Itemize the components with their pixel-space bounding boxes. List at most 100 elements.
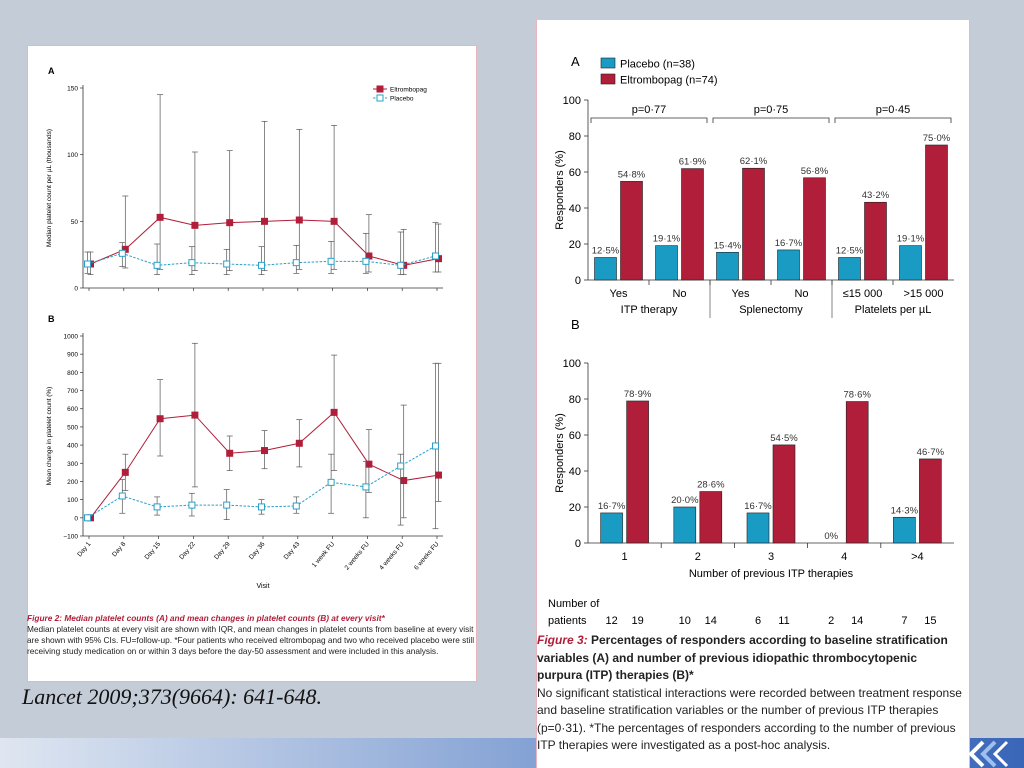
bar-eltrombopag (620, 181, 643, 281)
bar-eltrombopag (742, 167, 765, 281)
x-tick-label: No (794, 288, 808, 300)
data-point-placebo (84, 260, 91, 268)
y-tick-label: 100 (563, 95, 581, 107)
data-label: 61·9% (679, 157, 707, 168)
y-tick-label: 20 (569, 239, 581, 251)
bar-eltrombopag (919, 458, 942, 544)
bar-eltrombopag (845, 401, 869, 544)
y-tick-label: 1000 (64, 334, 79, 341)
x-tick-label: 6 weeks FU (413, 541, 441, 572)
legend-label: Eltrombopag (n=74) (620, 75, 718, 87)
data-point-placebo (153, 261, 161, 269)
data-point-eltrombopag (261, 217, 268, 225)
patients-label-line2: patients (548, 615, 587, 627)
patients-eltrombopag: 14 (705, 615, 717, 627)
data-label: 12·5% (836, 246, 864, 257)
y-axis-label: Responders (%) (554, 413, 566, 492)
data-label: 0% (824, 531, 838, 542)
x-tick-label: Day 15 (144, 541, 163, 562)
y-tick-label: 50 (71, 219, 79, 226)
legend-label: Placebo (n=38) (620, 59, 695, 71)
bar-placebo (777, 249, 800, 281)
data-point-placebo (432, 252, 439, 260)
legend-swatch (600, 73, 616, 85)
data-point-placebo (118, 492, 126, 500)
data-point-eltrombopag (191, 411, 199, 419)
x-tick-label: 2 weeks FU (344, 541, 372, 572)
x-tick-label: Day 43 (283, 541, 302, 562)
bar-placebo (673, 506, 697, 544)
y-tick-label: 800 (67, 370, 78, 377)
x-tick-label: 1 (622, 551, 628, 563)
y-tick-label: 150 (67, 86, 78, 93)
y-tick-label: 200 (67, 479, 78, 486)
data-point-placebo (362, 257, 370, 265)
patients-eltrombopag: 11 (778, 615, 789, 627)
y-tick-label: 0 (74, 515, 78, 522)
data-point-eltrombopag (295, 439, 303, 447)
x-tick-label: 2 (695, 551, 701, 563)
y-tick-label: 0 (575, 538, 581, 550)
y-axis-label: Median platelet count per µL (thousands) (46, 129, 53, 247)
data-label: 43·2% (862, 190, 890, 201)
bar-placebo (716, 251, 739, 281)
data-label: 75·0% (923, 133, 951, 144)
bar-placebo (838, 257, 861, 281)
data-point-eltrombopag (156, 415, 164, 423)
bar-placebo (594, 257, 617, 281)
group-bracket (834, 117, 952, 123)
y-tick-label: 100 (67, 152, 78, 159)
bar-placebo (600, 512, 623, 544)
data-label: 16·7% (775, 238, 803, 249)
group-label: Platelets per µL (855, 304, 932, 316)
data-label: 46·7% (917, 447, 945, 458)
data-label: 12·5% (592, 246, 620, 257)
data-point-eltrombopag (400, 477, 408, 485)
bar-placebo (655, 245, 678, 281)
patients-placebo: 12 (605, 615, 617, 627)
bar-eltrombopag (803, 177, 826, 281)
group-bracket (712, 117, 830, 123)
y-tick-label: 60 (569, 167, 581, 179)
patients-placebo: 7 (901, 615, 907, 627)
patients-eltrombopag: 19 (631, 615, 643, 627)
data-label: 15·4% (714, 240, 742, 251)
patients-placebo: 2 (828, 615, 834, 627)
citation: Lancet 2009;373(9664): 641-648. (22, 684, 323, 709)
panel-B-label: B (48, 314, 55, 324)
y-tick-label: 20 (569, 502, 581, 514)
data-point-eltrombopag (261, 447, 268, 455)
data-point-placebo (327, 257, 335, 265)
data-label: 54·5% (770, 433, 798, 444)
y-tick-label: 40 (569, 203, 581, 215)
bar-placebo (899, 245, 922, 281)
x-tick-label: Day 8 (111, 540, 128, 558)
group-p-value: p=0·45 (876, 104, 911, 116)
data-point-placebo (292, 502, 300, 510)
bar-eltrombopag (925, 144, 948, 281)
y-tick-label: 400 (67, 443, 78, 450)
panel-A-label: A (571, 54, 580, 69)
bar-eltrombopag (864, 201, 887, 281)
bar-placebo (746, 512, 770, 544)
panel-A-label: A (48, 66, 55, 76)
data-point-placebo (223, 260, 231, 268)
figure3-caption-body: No significant statistical interactions … (537, 685, 962, 753)
x-tick-label: No (672, 288, 686, 300)
y-tick-label: 700 (67, 388, 78, 395)
x-tick-label: >4 (911, 551, 924, 563)
data-point-placebo (327, 478, 335, 486)
x-tick-label: 1 week FU (311, 541, 337, 570)
x-tick-label: ≤15 000 (843, 288, 883, 300)
y-axis-label: Responders (%) (554, 150, 566, 229)
data-point-placebo (258, 261, 265, 269)
panel-B-label: B (571, 317, 580, 332)
x-tick-label: Day 29 (213, 541, 232, 562)
data-label: 28·6% (697, 480, 725, 491)
slide-nav-chevrons-icon[interactable] (965, 740, 1024, 768)
data-label: 78·6% (843, 390, 871, 401)
y-tick-label: 600 (67, 406, 78, 413)
x-tick-label: 4 weeks FU (378, 541, 406, 572)
y-tick-label: 100 (67, 497, 78, 504)
